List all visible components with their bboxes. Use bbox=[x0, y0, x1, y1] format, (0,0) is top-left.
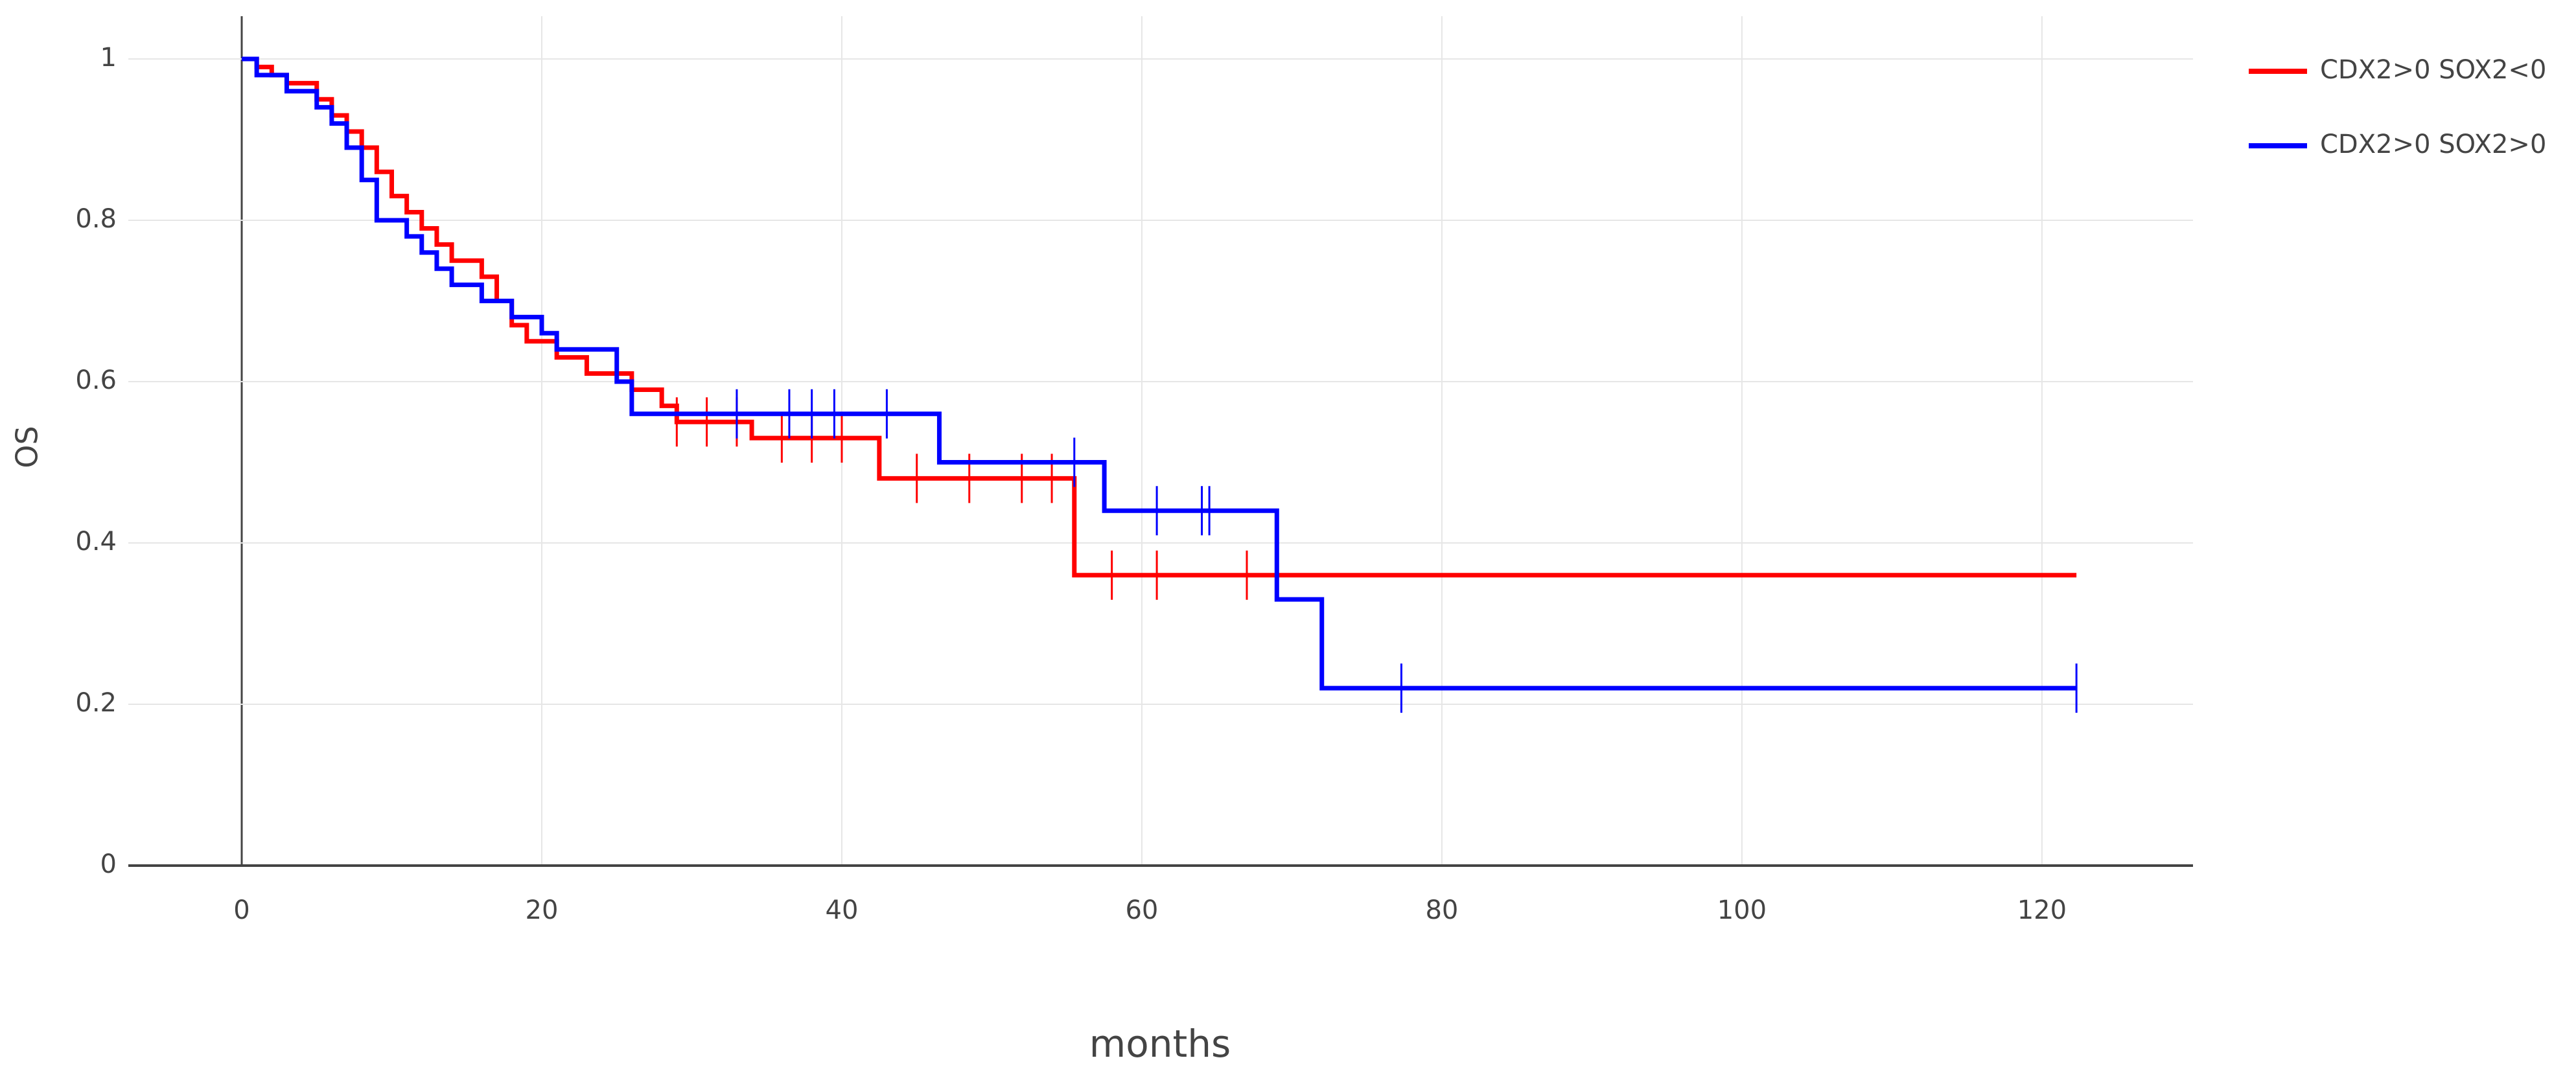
legend-label: CDX2>0 SOX2<0 bbox=[2320, 55, 2546, 85]
y-tick-label: 0.4 bbox=[75, 527, 117, 557]
survival-line bbox=[242, 56, 2077, 691]
legend-label: CDX2>0 SOX2>0 bbox=[2320, 130, 2546, 159]
y-tick-label: 0.2 bbox=[75, 688, 117, 718]
y-tick-label: 0 bbox=[100, 849, 117, 879]
x-axis-title: months bbox=[1089, 1022, 1231, 1066]
survival-line bbox=[242, 56, 2077, 578]
y-tick-label: 0.8 bbox=[75, 204, 117, 234]
y-axis-title: OS bbox=[10, 426, 45, 468]
x-tick-label: 120 bbox=[2017, 895, 2067, 925]
x-tick-label: 60 bbox=[1125, 895, 1158, 925]
x-tick-label: 40 bbox=[826, 895, 859, 925]
x-tick-label: 20 bbox=[526, 895, 559, 925]
y-tick-label: 1 bbox=[100, 43, 117, 73]
x-tick-label: 0 bbox=[233, 895, 249, 925]
x-tick-label: 80 bbox=[1425, 895, 1458, 925]
y-tick-label: 0.6 bbox=[75, 365, 117, 395]
x-tick-label: 100 bbox=[1717, 895, 1767, 925]
